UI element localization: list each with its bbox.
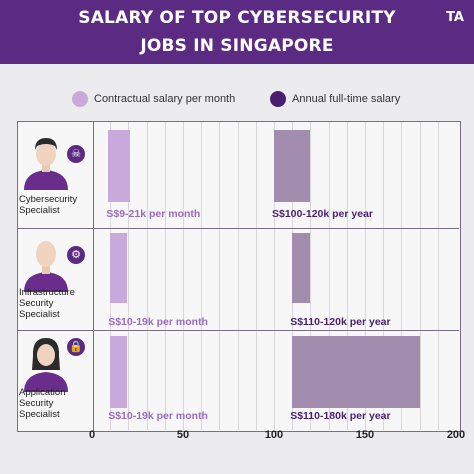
bar-label-contractual: S$10-19k per month (108, 410, 208, 422)
legend-contractual: Contractual salary per month (72, 90, 235, 108)
row-divider-2 (17, 330, 459, 331)
gridline (401, 122, 403, 430)
person-avatar-3 (24, 338, 68, 392)
brand-logo: TA (446, 10, 464, 25)
bar-label-annual: S$100-120k per year (272, 208, 373, 220)
x-tick-label: 0 (88, 429, 96, 441)
x-tick-label: 50 (176, 429, 190, 441)
bar-label-annual: S$110-120k per year (290, 316, 391, 328)
page-title-line1: SALARY OF TOP CYBERSECURITY (78, 8, 396, 28)
gridline (146, 122, 148, 430)
gridline (219, 122, 221, 430)
bar-label-contractual: S$10-19k per month (108, 316, 208, 328)
skull-icon: ☠ (67, 145, 85, 163)
gridline (128, 122, 130, 430)
header-banner: SALARY OF TOP CYBERSECURITY JOBS IN SING… (0, 0, 474, 64)
bar-label-contractual: S$9-21k per month (106, 208, 201, 220)
bar-contractual (108, 130, 131, 202)
legend-annual-swatch (270, 91, 286, 107)
role-label-3: Application Security Specialist (19, 387, 66, 420)
icon-column-divider (93, 121, 94, 431)
person-avatar-2 (24, 241, 68, 292)
legend-annual-label: Annual full-time salary (292, 93, 401, 105)
x-tick-label: 100 (264, 429, 284, 441)
gridline (383, 122, 385, 430)
gridline (365, 122, 366, 430)
legend-annual: Annual full-time salary (270, 90, 400, 108)
gridline (183, 122, 184, 430)
legend-contractual-swatch (72, 91, 88, 107)
gridline (237, 122, 239, 430)
bar-annual (274, 130, 311, 202)
lock-icon: 🔒 (67, 338, 85, 356)
row-divider-1 (17, 228, 459, 229)
x-tick-label: 150 (355, 429, 375, 441)
role-label-1: Cybersecurity Specialist (19, 194, 78, 216)
role-label-2: Infrastructure Security Specialist (19, 287, 75, 320)
legend-contractual-label: Contractual salary per month (94, 93, 236, 105)
gridline (255, 122, 257, 430)
gear-icon: ⚙ (67, 246, 85, 264)
bar-annual (292, 233, 311, 303)
x-tick-label: 200 (446, 429, 466, 441)
gridline (346, 122, 348, 430)
gridline (419, 122, 421, 430)
bar-annual (292, 336, 420, 408)
gridline (310, 122, 312, 430)
gridline (201, 122, 203, 430)
gridline (164, 122, 166, 430)
page-title-line2: JOBS IN SINGAPORE (140, 36, 334, 56)
bar-label-annual: S$110-180k per year (290, 410, 391, 422)
bar-contractual (110, 233, 127, 303)
person-avatar-1 (24, 138, 68, 190)
bar-contractual (110, 336, 127, 408)
gridline (437, 122, 439, 430)
gridline (328, 122, 330, 430)
gridline (274, 122, 275, 430)
